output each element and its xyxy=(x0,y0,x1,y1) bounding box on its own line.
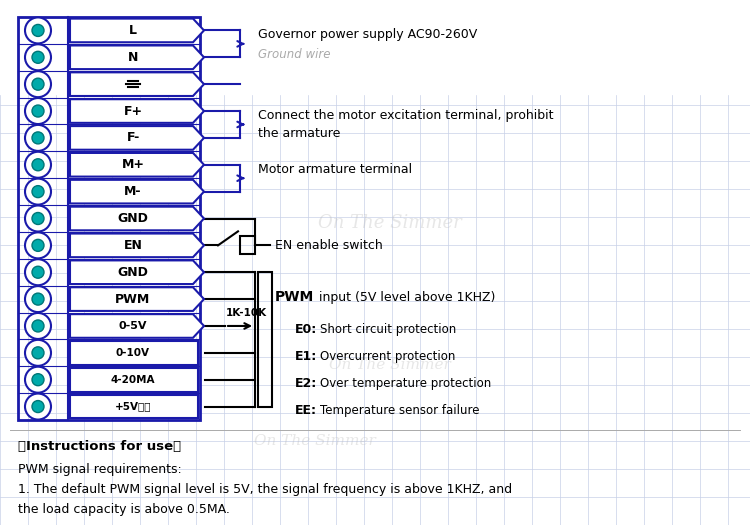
Polygon shape xyxy=(70,46,204,69)
Polygon shape xyxy=(70,234,204,257)
Text: M-: M- xyxy=(124,185,142,198)
Circle shape xyxy=(32,266,44,278)
Circle shape xyxy=(25,259,51,285)
Text: the armature: the armature xyxy=(258,127,340,140)
Polygon shape xyxy=(70,99,204,123)
Circle shape xyxy=(32,105,44,117)
Circle shape xyxy=(32,401,44,413)
Text: On The Simmer: On The Simmer xyxy=(254,434,376,448)
Text: On The Simmer: On The Simmer xyxy=(318,214,462,232)
Circle shape xyxy=(25,125,51,151)
Polygon shape xyxy=(70,395,198,418)
Polygon shape xyxy=(70,287,204,311)
Circle shape xyxy=(25,71,51,97)
Text: 0-5V: 0-5V xyxy=(118,321,147,331)
Circle shape xyxy=(25,98,51,124)
Bar xyxy=(240,236,255,255)
Circle shape xyxy=(32,186,44,197)
Circle shape xyxy=(32,293,44,305)
Polygon shape xyxy=(70,153,204,176)
Text: N: N xyxy=(128,51,138,64)
Circle shape xyxy=(25,205,51,232)
Circle shape xyxy=(32,320,44,332)
Text: F+: F+ xyxy=(124,104,142,118)
Text: EE:: EE: xyxy=(295,404,317,417)
Text: E2:: E2: xyxy=(295,377,317,390)
Polygon shape xyxy=(70,260,204,284)
Text: 1. The default PWM signal level is 5V, the signal frequency is above 1KHZ, and: 1. The default PWM signal level is 5V, t… xyxy=(18,483,512,496)
Text: PWM: PWM xyxy=(116,292,151,306)
Circle shape xyxy=(25,44,51,70)
Text: Over temperature protection: Over temperature protection xyxy=(320,377,491,390)
Text: E1:: E1: xyxy=(295,350,317,363)
Bar xyxy=(18,17,200,420)
Polygon shape xyxy=(70,207,204,230)
Circle shape xyxy=(25,178,51,205)
Text: L: L xyxy=(129,24,137,37)
Polygon shape xyxy=(70,72,204,96)
Circle shape xyxy=(32,78,44,90)
Text: M+: M+ xyxy=(122,158,145,171)
Circle shape xyxy=(32,51,44,64)
Circle shape xyxy=(32,159,44,171)
Circle shape xyxy=(25,366,51,393)
Circle shape xyxy=(25,233,51,258)
Circle shape xyxy=(25,17,51,44)
Circle shape xyxy=(25,340,51,366)
Text: 4-20MA: 4-20MA xyxy=(111,375,155,385)
Text: Motor armature terminal: Motor armature terminal xyxy=(258,163,413,176)
Text: Temperature sensor failure: Temperature sensor failure xyxy=(320,404,479,417)
Text: Overcurrent protection: Overcurrent protection xyxy=(320,350,455,363)
Text: Connect the motor excitation terminal, prohibit: Connect the motor excitation terminal, p… xyxy=(258,109,554,122)
Text: Ground wire: Ground wire xyxy=(258,48,331,61)
Text: the load capacity is above 0.5MA.: the load capacity is above 0.5MA. xyxy=(18,503,229,516)
Circle shape xyxy=(25,313,51,339)
Text: F-: F- xyxy=(126,131,140,144)
Text: 1K-10K: 1K-10K xyxy=(226,308,267,318)
Circle shape xyxy=(32,213,44,225)
Polygon shape xyxy=(70,126,204,150)
Bar xyxy=(258,272,272,406)
Text: GND: GND xyxy=(118,266,148,279)
Polygon shape xyxy=(70,18,204,42)
Text: E0:: E0: xyxy=(295,323,317,337)
Text: +5V输出: +5V输出 xyxy=(115,402,152,412)
Text: 【Instructions for use】: 【Instructions for use】 xyxy=(18,440,182,453)
Circle shape xyxy=(25,152,51,178)
Circle shape xyxy=(32,374,44,386)
Text: EN: EN xyxy=(124,239,142,252)
Circle shape xyxy=(32,25,44,36)
Circle shape xyxy=(25,286,51,312)
Text: Short circuit protection: Short circuit protection xyxy=(320,323,456,337)
Circle shape xyxy=(25,394,51,419)
Polygon shape xyxy=(70,368,198,392)
Text: PWM: PWM xyxy=(275,290,314,304)
Circle shape xyxy=(32,347,44,359)
Circle shape xyxy=(32,239,44,251)
Text: EN enable switch: EN enable switch xyxy=(275,239,382,252)
Polygon shape xyxy=(70,341,198,365)
Text: input (5V level above 1KHZ): input (5V level above 1KHZ) xyxy=(315,291,495,303)
Text: 0-10V: 0-10V xyxy=(116,348,150,358)
Circle shape xyxy=(32,132,44,144)
Polygon shape xyxy=(70,180,204,204)
Text: On The Simmer: On The Simmer xyxy=(329,358,451,372)
Text: GND: GND xyxy=(118,212,148,225)
Text: PWM signal requirements:: PWM signal requirements: xyxy=(18,463,182,476)
Polygon shape xyxy=(70,314,204,338)
Text: Governor power supply AC90-260V: Governor power supply AC90-260V xyxy=(258,28,477,41)
